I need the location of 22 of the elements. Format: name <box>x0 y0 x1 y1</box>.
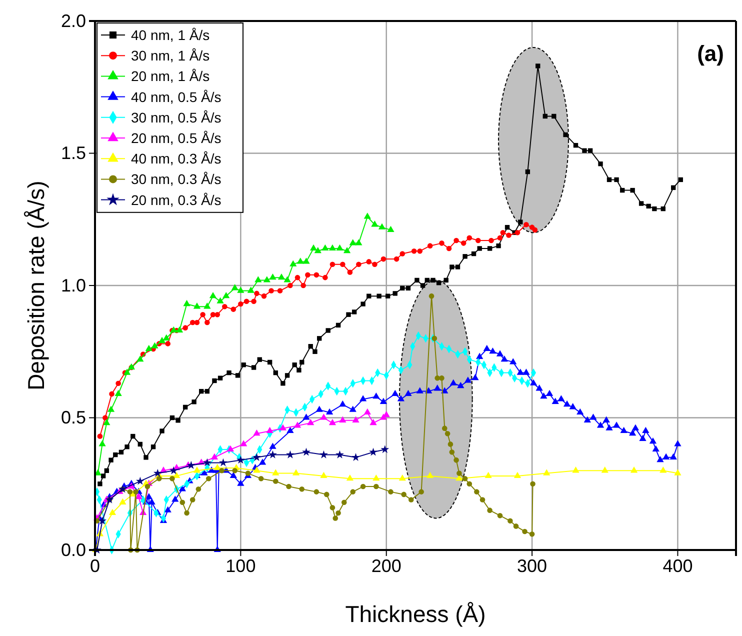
y-tick-label: 0.0 <box>60 540 86 560</box>
annotation: (a) <box>697 41 724 66</box>
legend-label: 20 nm, 1 Å/s <box>131 68 210 84</box>
y-tick-label: 2.0 <box>60 10 86 31</box>
y-tick-label: 1.5 <box>60 143 86 164</box>
x-tick-label: 0 <box>90 556 100 576</box>
y-tick-label: 0.5 <box>60 408 86 428</box>
legend-label: 30 nm, 0.5 Å/s <box>131 109 222 126</box>
x-tick-label: 200 <box>371 556 402 576</box>
legend-label: 30 nm, 0.3 Å/s <box>131 171 222 188</box>
legend-label: 40 nm, 0.5 Å/s <box>131 88 222 105</box>
y-tick-label: 1.0 <box>60 275 86 296</box>
x-tick-label: 400 <box>662 556 693 576</box>
x-tick-label: 300 <box>517 556 548 576</box>
legend-label: 40 nm, 1 Å/s <box>131 27 210 43</box>
x-tick-label: 100 <box>226 556 256 576</box>
y-axis-title: Deposition rate (Å/s) <box>23 180 49 390</box>
legend-label: 30 nm, 1 Å/s <box>131 48 210 64</box>
legend-label: 40 nm, 0.3 Å/s <box>131 150 222 167</box>
legend-label: 20 nm, 0.3 Å/s <box>131 192 222 208</box>
legend-label: 20 nm, 0.5 Å/s <box>131 130 222 146</box>
x-axis-title: Thickness (Å) <box>345 601 486 627</box>
